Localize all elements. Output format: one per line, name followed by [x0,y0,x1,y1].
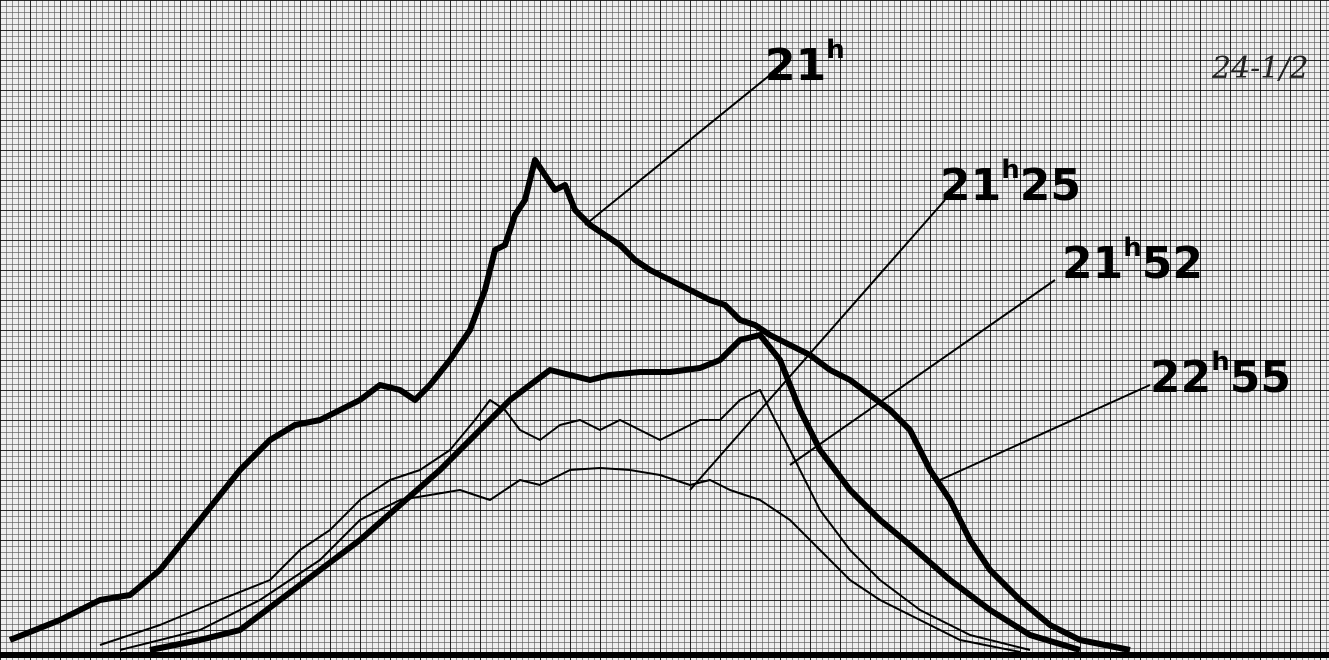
recorder-sheet: 21h 21h25 21h52 22h55 24-1/2 [0,0,1329,660]
corner-note: 24-1/2 [1211,51,1309,86]
grid [0,0,1329,660]
